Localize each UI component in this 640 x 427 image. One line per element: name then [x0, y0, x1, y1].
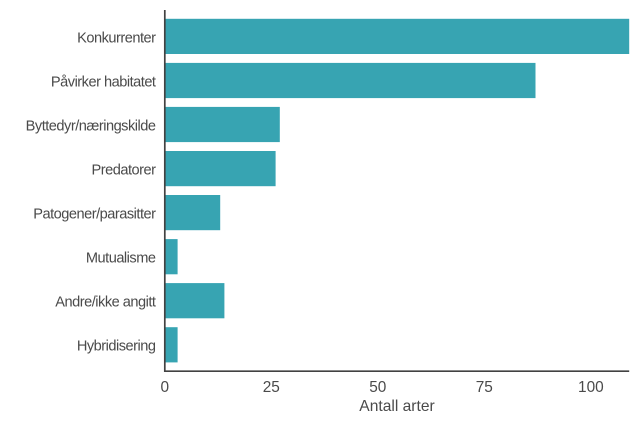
svg-text:50: 50: [369, 379, 386, 396]
svg-text:75: 75: [476, 379, 493, 396]
svg-text:25: 25: [263, 379, 280, 396]
svg-text:Påvirker habitatet: Påvirker habitatet: [51, 74, 156, 90]
svg-text:Andre/ikke angitt: Andre/ikke angitt: [55, 295, 156, 311]
svg-text:Mutualisme: Mutualisme: [86, 251, 156, 267]
svg-text:Hybridisering: Hybridisering: [77, 339, 156, 355]
svg-text:Antall arter: Antall arter: [359, 398, 434, 415]
svg-text:0: 0: [161, 379, 170, 396]
svg-text:Predatorer: Predatorer: [92, 163, 157, 179]
svg-text:Byttedyr/næringskilde: Byttedyr/næringskilde: [26, 118, 156, 134]
svg-text:100: 100: [578, 379, 604, 396]
svg-text:Patogener/parasitter: Patogener/parasitter: [33, 207, 156, 223]
svg-text:Konkurrenter: Konkurrenter: [77, 30, 156, 46]
